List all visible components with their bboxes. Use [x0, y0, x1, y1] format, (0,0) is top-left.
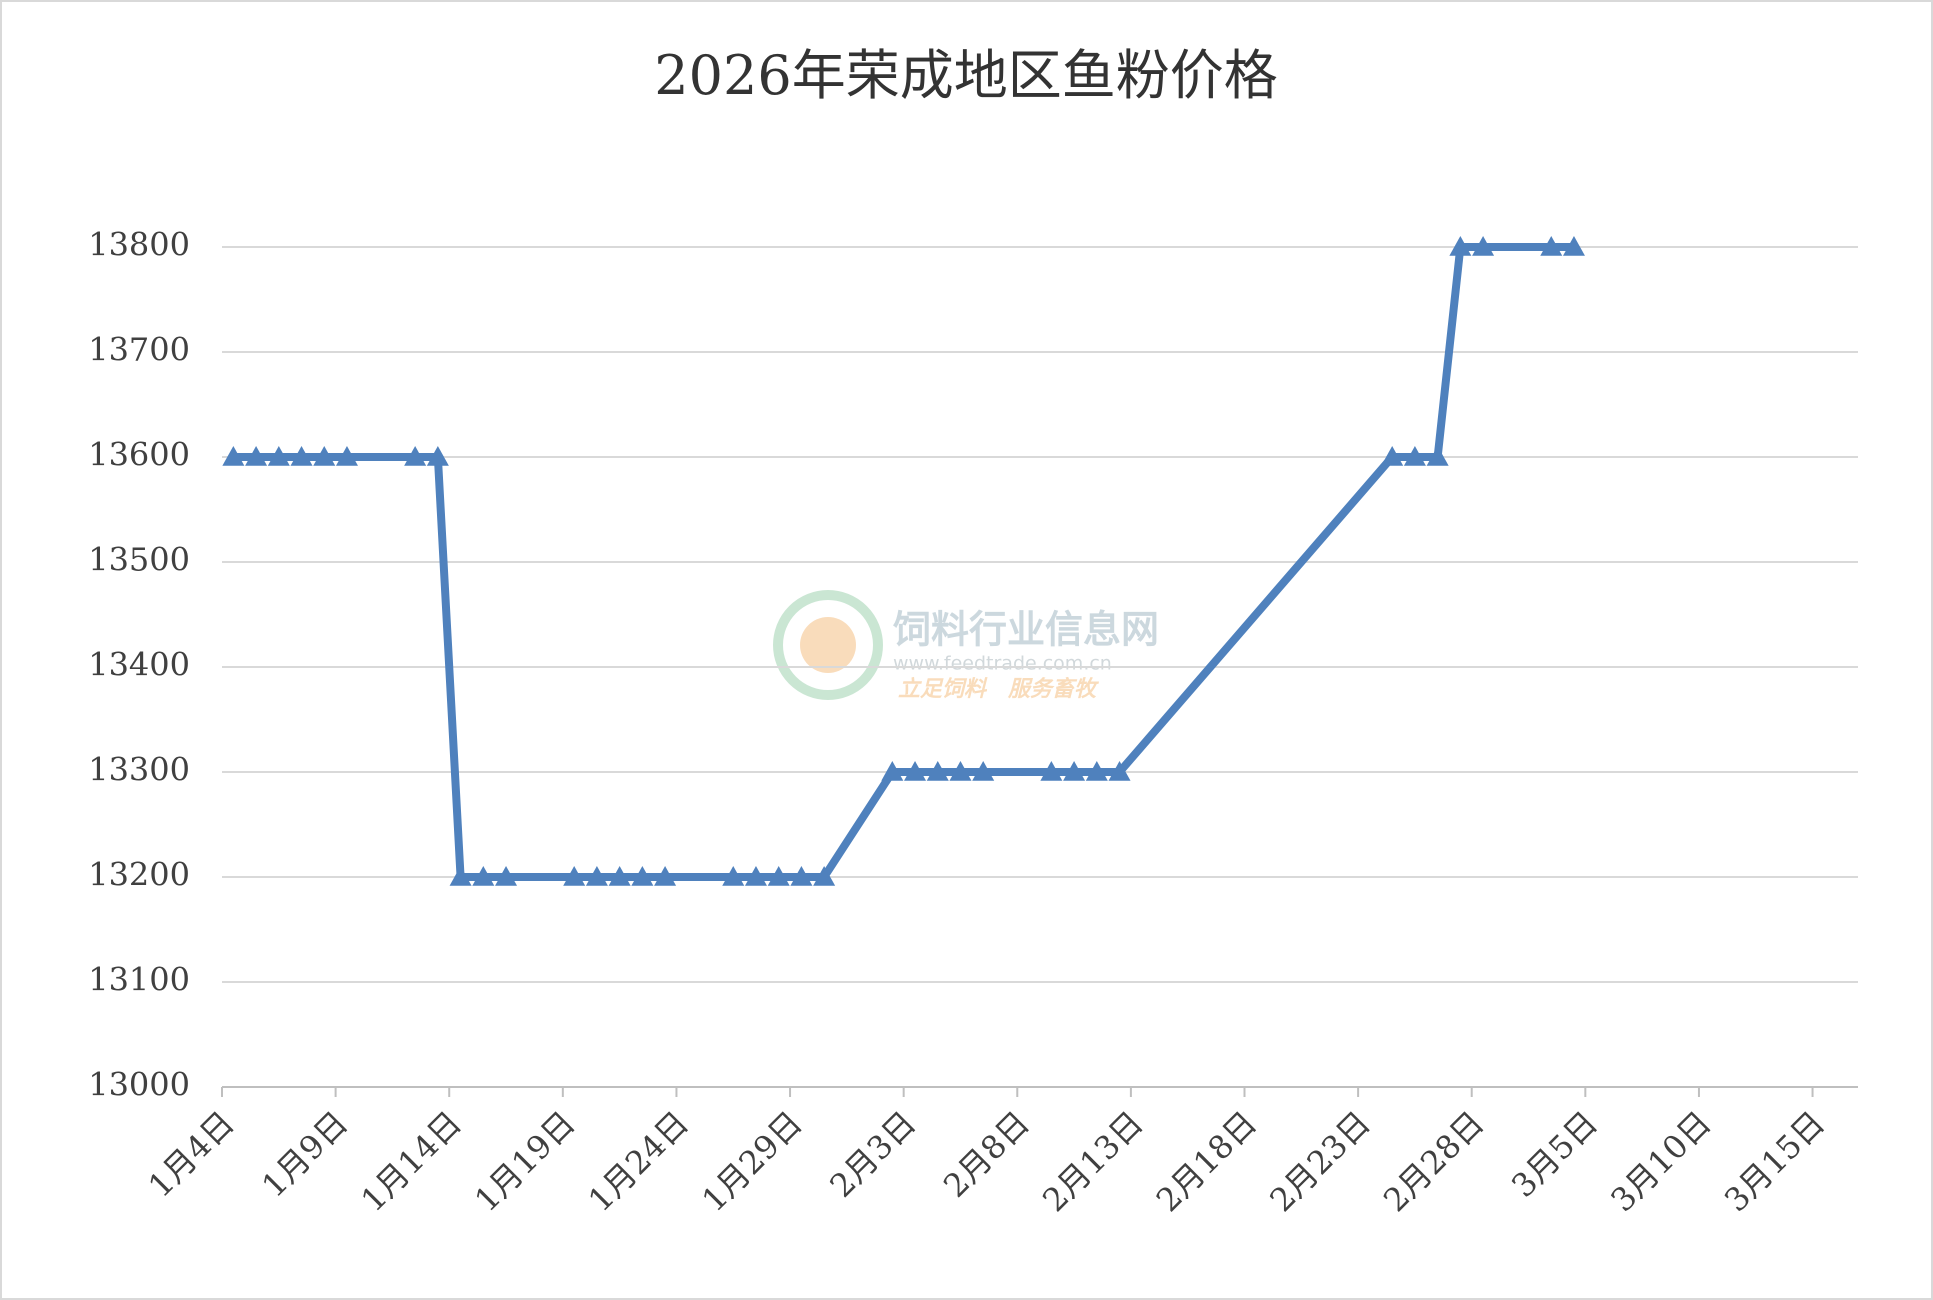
- marker: [1403, 446, 1426, 466]
- marker: [1562, 236, 1585, 256]
- marker: [585, 866, 608, 886]
- marker: [767, 866, 790, 886]
- y-tick-label: 13300: [88, 751, 190, 789]
- marker: [1040, 761, 1063, 781]
- marker: [563, 866, 586, 886]
- watermark: 饲料行业信息网 www.feedtrade.com.cn 立足饲料 服务畜牧: [773, 590, 1159, 702]
- marker: [1449, 236, 1472, 256]
- marker: [1063, 761, 1086, 781]
- y-tick-label: 13400: [88, 646, 190, 684]
- marker: [495, 866, 518, 886]
- y-tick-label: 13200: [88, 856, 190, 894]
- marker: [608, 866, 631, 886]
- marker: [744, 866, 767, 886]
- marker: [426, 446, 449, 466]
- marker: [313, 446, 336, 466]
- marker: [267, 446, 290, 466]
- marker: [472, 866, 495, 886]
- chart-title: 2026年荣成地区鱼粉价格: [654, 44, 1277, 107]
- marker: [813, 866, 836, 886]
- marker: [290, 446, 313, 466]
- marker: [881, 761, 904, 781]
- marker: [1426, 446, 1449, 466]
- y-tick-label: 13800: [88, 226, 190, 264]
- marker: [926, 761, 949, 781]
- watermark-name: 饲料行业信息网: [893, 608, 1159, 652]
- y-tick-label: 13500: [88, 541, 190, 579]
- marker: [949, 761, 972, 781]
- marker: [1472, 236, 1495, 256]
- marker: [654, 866, 677, 886]
- watermark-logo: [773, 590, 883, 700]
- marker: [904, 761, 927, 781]
- marker: [1381, 446, 1404, 466]
- y-tick-label: 13000: [88, 1066, 190, 1104]
- y-tick-label: 13100: [88, 961, 190, 999]
- marker: [1108, 761, 1131, 781]
- marker: [335, 446, 358, 466]
- marker: [245, 446, 268, 466]
- marker: [449, 866, 472, 886]
- y-tick-label: 13700: [88, 331, 190, 369]
- marker: [1540, 236, 1563, 256]
- marker: [1085, 761, 1108, 781]
- marker: [722, 866, 745, 886]
- marker: [631, 866, 654, 886]
- marker: [222, 446, 245, 466]
- watermark-logo-core: [800, 617, 856, 673]
- marker: [404, 446, 427, 466]
- y-tick-label: 13600: [88, 436, 190, 474]
- watermark-url: www.feedtrade.com.cn: [893, 653, 1112, 675]
- watermark-slogan: 立足饲料 服务畜牧: [898, 676, 1100, 702]
- marker: [972, 761, 995, 781]
- marker: [790, 866, 813, 886]
